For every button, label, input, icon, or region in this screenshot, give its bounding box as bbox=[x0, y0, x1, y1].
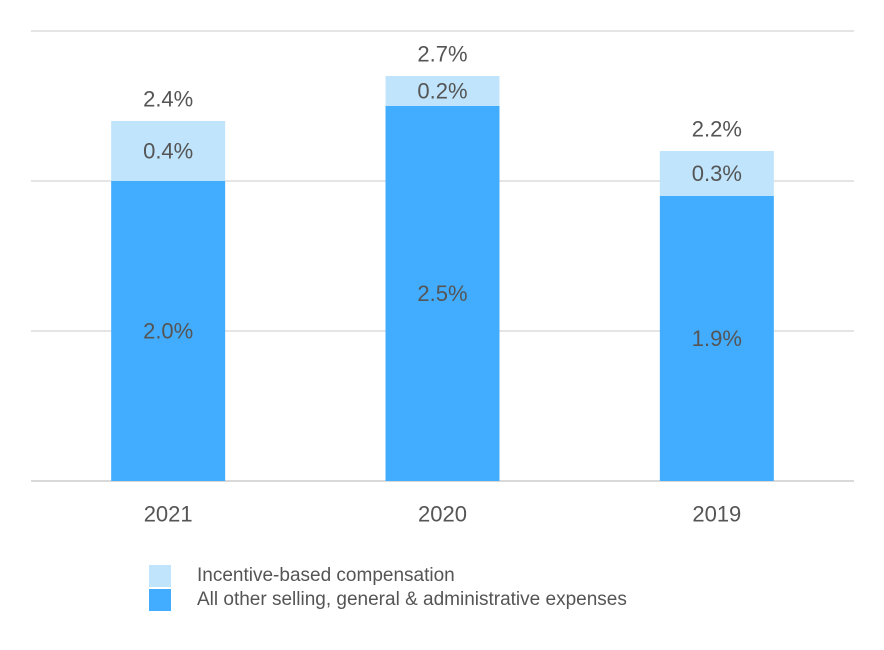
bar-2019-incentive bbox=[659, 151, 774, 196]
legend-item-incentive: Incentive-based compensation bbox=[149, 564, 627, 588]
legend-label-incentive: Incentive-based compensation bbox=[197, 565, 455, 586]
legend: Incentive-based compensation All other s… bbox=[149, 564, 627, 612]
bar-2021-other-sga bbox=[111, 181, 226, 481]
total-label-2021: 2.4% bbox=[143, 87, 193, 112]
bar-2019-other-sga bbox=[659, 196, 774, 481]
bar-label-2019-incentive: 0.3% bbox=[692, 161, 742, 186]
total-label-2020: 2.7% bbox=[417, 42, 467, 67]
bar-label-2019-other-sga: 1.9% bbox=[692, 326, 742, 351]
bar-label-2020-incentive: 0.2% bbox=[417, 79, 467, 104]
legend-swatch-incentive bbox=[149, 565, 171, 587]
legend-swatch-other-sga bbox=[149, 589, 171, 611]
legend-item-other-sga: All other selling, general & administrat… bbox=[149, 588, 627, 612]
x-tick-label-2019: 2019 bbox=[692, 502, 741, 527]
bar-label-2020-other-sga: 2.5% bbox=[417, 281, 467, 306]
bar-label-2021-incentive: 0.4% bbox=[143, 139, 193, 164]
x-tick-label-2021: 2021 bbox=[144, 502, 193, 527]
legend-label-other-sga: All other selling, general & administrat… bbox=[197, 589, 627, 610]
bar-2020-incentive bbox=[385, 76, 500, 106]
bar-2021-incentive bbox=[111, 121, 226, 181]
x-tick-label-2020: 2020 bbox=[418, 502, 467, 527]
bar-2020-other-sga bbox=[385, 106, 500, 481]
bar-label-2021-other-sga: 2.0% bbox=[143, 319, 193, 344]
total-label-2019: 2.2% bbox=[692, 117, 742, 142]
